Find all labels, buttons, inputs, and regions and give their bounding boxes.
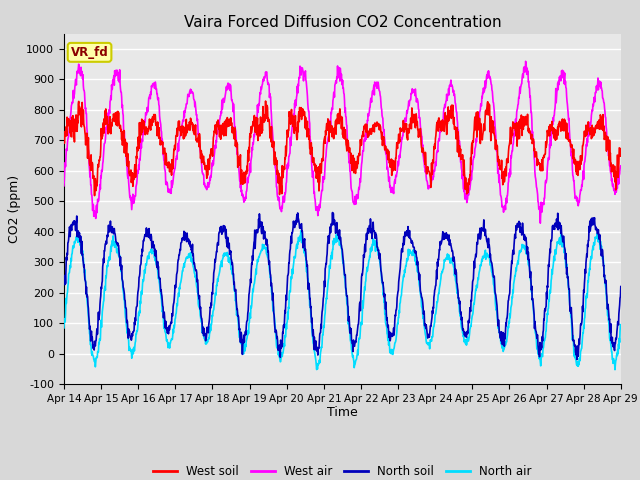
Y-axis label: CO2 (ppm): CO2 (ppm): [8, 175, 20, 243]
Title: Vaira Forced Diffusion CO2 Concentration: Vaira Forced Diffusion CO2 Concentration: [184, 15, 501, 30]
X-axis label: Time: Time: [327, 407, 358, 420]
Text: VR_fd: VR_fd: [70, 46, 108, 59]
Legend: West soil, West air, North soil, North air: West soil, West air, North soil, North a…: [148, 461, 536, 480]
